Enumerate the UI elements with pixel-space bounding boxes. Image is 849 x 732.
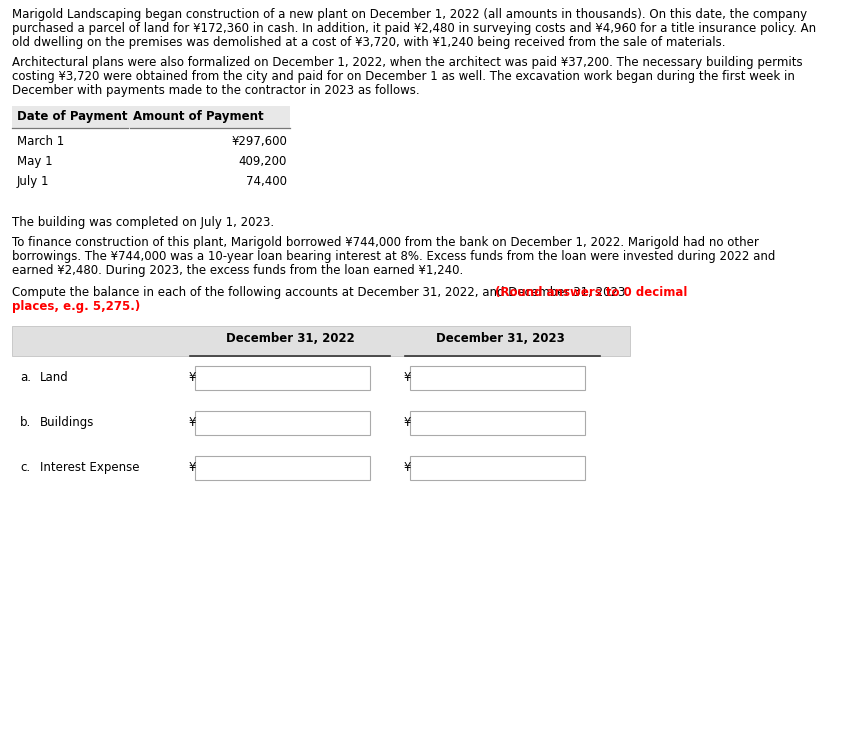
Text: Buildings: Buildings <box>40 416 94 429</box>
Text: ¥: ¥ <box>404 371 412 384</box>
Text: ¥: ¥ <box>189 416 196 429</box>
Text: To finance construction of this plant, Marigold borrowed ¥744,000 from the bank : To finance construction of this plant, M… <box>12 236 759 249</box>
Text: ¥: ¥ <box>404 461 412 474</box>
Text: a.: a. <box>20 371 31 384</box>
Bar <box>195 366 370 390</box>
Text: Architectural plans were also formalized on December 1, 2022, when the architect: Architectural plans were also formalized… <box>12 56 802 69</box>
Bar <box>12 326 630 356</box>
Text: 409,200: 409,200 <box>239 155 287 168</box>
Text: ¥: ¥ <box>189 461 196 474</box>
Text: Marigold Landscaping began construction of a new plant on December 1, 2022 (all : Marigold Landscaping began construction … <box>12 8 807 21</box>
Text: Interest Expense: Interest Expense <box>40 461 139 474</box>
Bar <box>195 456 370 480</box>
Text: old dwelling on the premises was demolished at a cost of ¥3,720, with ¥1,240 bei: old dwelling on the premises was demolis… <box>12 36 726 49</box>
Text: ¥: ¥ <box>189 371 196 384</box>
Text: December 31, 2022: December 31, 2022 <box>226 332 354 345</box>
Text: December 31, 2023: December 31, 2023 <box>436 332 565 345</box>
Text: The building was completed on July 1, 2023.: The building was completed on July 1, 20… <box>12 216 274 229</box>
Text: Land: Land <box>40 371 69 384</box>
Text: Compute the balance in each of the following accounts at December 31, 2022, and : Compute the balance in each of the follo… <box>12 286 633 299</box>
Text: ¥: ¥ <box>404 416 412 429</box>
Text: ¥297,600: ¥297,600 <box>231 135 287 148</box>
Text: purchased a parcel of land for ¥172,360 in cash. In addition, it paid ¥2,480 in : purchased a parcel of land for ¥172,360 … <box>12 22 816 35</box>
Text: places, e.g. 5,275.): places, e.g. 5,275.) <box>12 300 140 313</box>
Text: (Round answers to 0 decimal: (Round answers to 0 decimal <box>495 286 688 299</box>
Bar <box>410 456 585 480</box>
Text: May 1: May 1 <box>17 155 53 168</box>
Text: b.: b. <box>20 416 31 429</box>
Text: c.: c. <box>20 461 30 474</box>
Text: Date of Payment: Date of Payment <box>17 110 127 123</box>
Text: March 1: March 1 <box>17 135 65 148</box>
Text: 74,400: 74,400 <box>246 175 287 188</box>
Text: costing ¥3,720 were obtained from the city and paid for on December 1 as well. T: costing ¥3,720 were obtained from the ci… <box>12 70 795 83</box>
Bar <box>410 366 585 390</box>
Bar <box>195 411 370 435</box>
Text: July 1: July 1 <box>17 175 49 188</box>
Text: Amount of Payment: Amount of Payment <box>133 110 264 123</box>
Bar <box>410 411 585 435</box>
Text: earned ¥2,480. During 2023, the excess funds from the loan earned ¥1,240.: earned ¥2,480. During 2023, the excess f… <box>12 264 464 277</box>
Text: December with payments made to the contractor in 2023 as follows.: December with payments made to the contr… <box>12 84 419 97</box>
Bar <box>12 106 290 128</box>
Text: borrowings. The ¥744,000 was a 10-year loan bearing interest at 8%. Excess funds: borrowings. The ¥744,000 was a 10-year l… <box>12 250 775 263</box>
